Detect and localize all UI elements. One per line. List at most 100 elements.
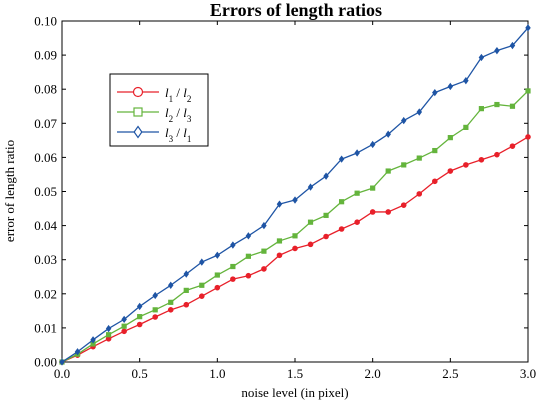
data-point bbox=[230, 276, 236, 282]
data-point bbox=[261, 248, 267, 254]
x-axis-label: noise level (in pixel) bbox=[241, 385, 348, 400]
data-point bbox=[183, 270, 190, 278]
data-point bbox=[385, 209, 392, 215]
legend-box bbox=[109, 73, 209, 147]
data-point bbox=[509, 41, 516, 50]
y-tick-label: 0.02 bbox=[34, 286, 57, 301]
data-point bbox=[338, 199, 345, 205]
y-tick-label: 0.08 bbox=[34, 82, 57, 97]
data-point bbox=[494, 47, 500, 55]
y-tick-label: 0.03 bbox=[34, 252, 57, 267]
data-point bbox=[338, 155, 345, 163]
series-1 bbox=[59, 134, 531, 365]
data-point bbox=[432, 147, 438, 154]
data-point bbox=[152, 291, 158, 300]
data-point bbox=[385, 168, 391, 174]
legend-label: l2 / l3 bbox=[165, 105, 192, 124]
data-point bbox=[292, 233, 298, 239]
data-point bbox=[525, 24, 531, 32]
data-point bbox=[199, 258, 205, 266]
data-point bbox=[261, 221, 267, 230]
x-tick-label: 1.5 bbox=[287, 366, 303, 381]
data-point bbox=[245, 272, 252, 279]
legend-subscript: 2 bbox=[169, 114, 174, 124]
data-point bbox=[59, 358, 65, 366]
data-point bbox=[276, 252, 283, 259]
plot-frame bbox=[61, 20, 529, 363]
data-point bbox=[463, 77, 469, 85]
y-tick-label: 0.05 bbox=[34, 184, 57, 199]
data-point bbox=[245, 232, 252, 240]
legend-subscript: 3 bbox=[169, 134, 174, 144]
data-point bbox=[509, 143, 516, 149]
axis-ticks bbox=[61, 20, 529, 363]
y-tick-label: 0.04 bbox=[34, 218, 57, 233]
data-point bbox=[167, 281, 174, 289]
legend-text: l bbox=[183, 105, 187, 120]
series-layer bbox=[59, 24, 531, 366]
data-point bbox=[354, 190, 360, 196]
data-point bbox=[152, 314, 158, 320]
legend-text: l bbox=[183, 85, 187, 100]
data-point bbox=[525, 88, 531, 94]
data-point bbox=[105, 324, 112, 333]
data-point bbox=[463, 124, 469, 130]
data-point bbox=[369, 209, 376, 215]
x-tick-label: 1.0 bbox=[209, 366, 225, 381]
data-point bbox=[136, 302, 143, 311]
y-tick-label: 0.00 bbox=[34, 355, 57, 370]
data-point bbox=[478, 53, 485, 62]
data-point bbox=[183, 301, 190, 308]
legend-text: l bbox=[165, 125, 169, 140]
data-point bbox=[230, 241, 236, 249]
data-point bbox=[245, 253, 251, 259]
data-point bbox=[214, 284, 221, 291]
y-tick-label: 0.10 bbox=[34, 14, 57, 29]
data-point bbox=[121, 328, 127, 335]
series-3 bbox=[59, 24, 531, 366]
legend-subscript: 2 bbox=[187, 94, 192, 104]
legend-item: l3 / l1 bbox=[117, 125, 191, 144]
x-tick-label: 2.0 bbox=[365, 366, 381, 381]
y-tick-label: 0.09 bbox=[34, 48, 57, 63]
x-tick-label: 3.0 bbox=[520, 366, 536, 381]
legend-label: l3 / l1 bbox=[165, 125, 191, 144]
data-point bbox=[199, 293, 205, 299]
data-point bbox=[370, 185, 376, 191]
data-point bbox=[323, 233, 329, 240]
data-point bbox=[214, 272, 220, 278]
data-point bbox=[183, 287, 189, 293]
legend-item: l1 / l2 bbox=[117, 85, 191, 104]
legend-text: l bbox=[183, 125, 187, 140]
data-point bbox=[307, 241, 314, 248]
legend-text: / bbox=[173, 105, 183, 120]
x-tick-label: 0.5 bbox=[132, 366, 148, 381]
data-point bbox=[416, 108, 423, 116]
legend-subscript: 1 bbox=[187, 134, 192, 144]
data-point bbox=[323, 212, 329, 218]
data-point bbox=[354, 149, 360, 157]
data-point bbox=[447, 168, 454, 174]
chart-title: Errors of length ratios bbox=[210, 0, 382, 20]
data-point bbox=[400, 116, 407, 125]
legend-marker bbox=[133, 107, 143, 117]
legend-marker bbox=[133, 125, 143, 139]
data-point bbox=[307, 183, 314, 191]
data-point bbox=[494, 151, 500, 158]
x-tick-label: 2.5 bbox=[442, 366, 458, 381]
legend-subscript: 1 bbox=[169, 94, 174, 104]
data-point bbox=[121, 315, 127, 324]
legend-marker bbox=[132, 86, 144, 98]
legend-text: l bbox=[165, 85, 169, 100]
data-point bbox=[292, 196, 298, 204]
data-point bbox=[509, 103, 516, 109]
data-point bbox=[463, 162, 469, 168]
y-tick-label: 0.06 bbox=[34, 150, 57, 165]
legend-label: l1 / l2 bbox=[165, 85, 191, 104]
data-point bbox=[323, 172, 329, 180]
data-point bbox=[276, 200, 283, 208]
data-point bbox=[354, 219, 360, 225]
data-point bbox=[90, 336, 96, 344]
y-tick-label: 0.07 bbox=[34, 116, 57, 131]
data-point bbox=[369, 140, 376, 149]
